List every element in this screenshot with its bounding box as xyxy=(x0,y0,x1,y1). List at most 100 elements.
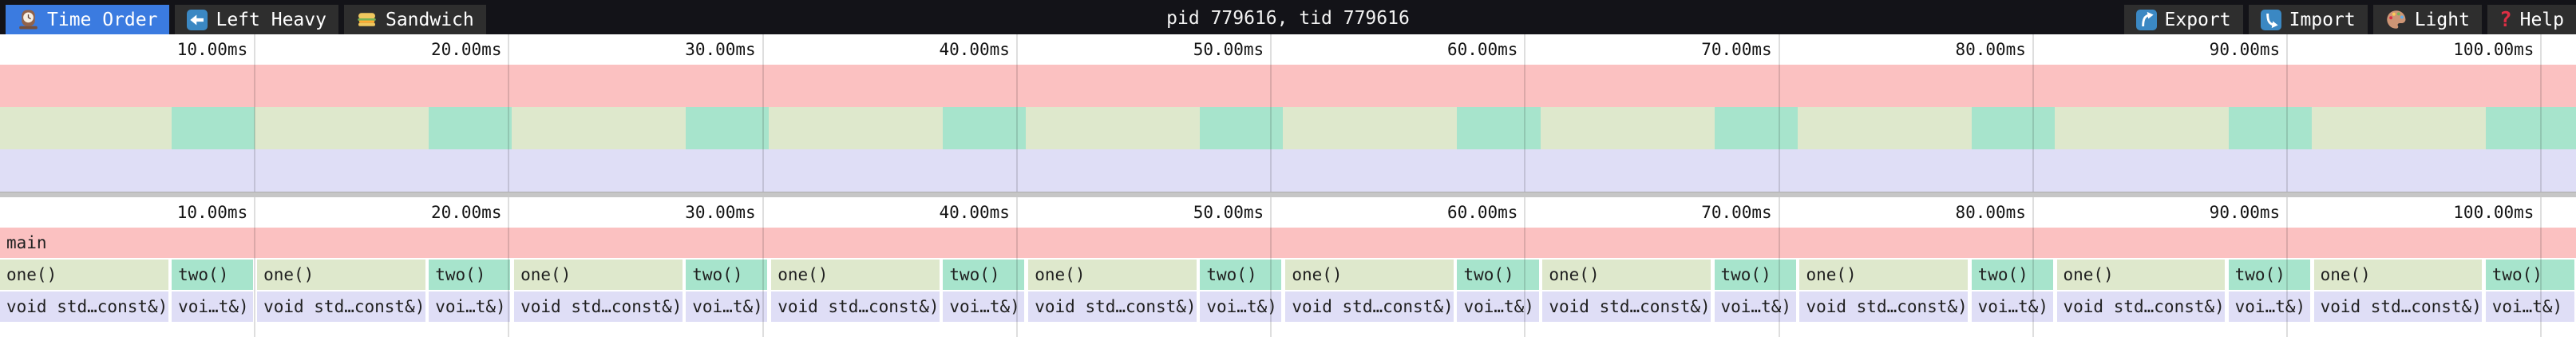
time-tick-label: 90.00ms xyxy=(2209,40,2281,59)
frame-block[interactable]: voi…t&) xyxy=(1200,291,1282,322)
frame-block[interactable]: two() xyxy=(943,260,1025,290)
frame-block[interactable]: two() xyxy=(2485,260,2574,290)
gridline xyxy=(762,34,764,192)
help-button[interactable]: ? Help xyxy=(2487,5,2576,34)
frame-block[interactable]: one() xyxy=(2313,260,2483,290)
frame-block[interactable]: voi…t&) xyxy=(943,291,1025,322)
export-icon xyxy=(2135,9,2157,30)
frame-block[interactable]: void std…const&) xyxy=(1028,291,1197,322)
action-label: Export xyxy=(2164,9,2231,30)
time-tick-label: 100.00ms xyxy=(2453,203,2534,222)
sandwich-icon xyxy=(356,9,378,30)
frame-block[interactable]: voi…t&) xyxy=(172,291,254,322)
gridline xyxy=(2286,197,2289,337)
time-tick-label: 40.00ms xyxy=(939,203,1010,222)
action-label: Import xyxy=(2289,9,2356,30)
gridline xyxy=(254,197,256,337)
minimap-frame-two xyxy=(1971,107,2055,149)
time-tick-label: 100.00ms xyxy=(2453,40,2534,59)
time-tick-label: 10.00ms xyxy=(176,40,248,59)
minimap-frame-two xyxy=(172,107,255,149)
frame-block[interactable]: void std…const&) xyxy=(1285,291,1454,322)
frame-block[interactable]: void std…const&) xyxy=(0,291,168,322)
frame-block[interactable]: two() xyxy=(172,260,254,290)
frame-block[interactable]: voi…t&) xyxy=(1714,291,1796,322)
frame-block[interactable]: voi…t&) xyxy=(686,291,768,322)
tab-left-heavy[interactable]: Left Heavy xyxy=(175,5,338,34)
frame-block[interactable]: one() xyxy=(257,260,425,290)
time-tick-label: 30.00ms xyxy=(685,203,756,222)
theme-toggle-button[interactable]: Light xyxy=(2372,5,2482,34)
time-tick-label: 60.00ms xyxy=(1446,40,1518,59)
import-icon xyxy=(2260,9,2281,30)
gridline xyxy=(2032,197,2034,337)
frame-block[interactable]: two() xyxy=(2228,260,2310,290)
tab-label: Sandwich xyxy=(385,9,474,30)
time-axis xyxy=(0,197,2576,228)
gridline xyxy=(1524,197,1526,337)
time-tick-label: 50.00ms xyxy=(1193,40,1264,59)
frame-block[interactable]: void std…const&) xyxy=(771,291,940,322)
tab-time-order[interactable]: Time Order xyxy=(6,5,170,34)
gridline xyxy=(1524,34,1526,192)
tab-label: Time Order xyxy=(47,9,158,30)
minimap[interactable]: 10.00ms 20.00ms 30.00ms 40.00ms 50.00ms 60.00… xyxy=(0,34,2576,192)
action-label: Help xyxy=(2519,9,2564,30)
frame-block[interactable]: voi…t&) xyxy=(429,291,511,322)
help-icon: ? xyxy=(2499,7,2512,32)
time-tick-label: 90.00ms xyxy=(2209,203,2281,222)
frame-block[interactable]: one() xyxy=(771,260,940,290)
export-button[interactable]: Export xyxy=(2123,5,2243,34)
time-tick-label: 80.00ms xyxy=(1955,203,2026,222)
frame-block[interactable]: one() xyxy=(1028,260,1197,290)
time-axis xyxy=(0,34,2576,65)
minimap-resize-divider[interactable] xyxy=(0,192,2576,197)
gridline xyxy=(1778,34,1780,192)
left-arrow-icon xyxy=(187,9,208,30)
frame-block[interactable]: void std…const&) xyxy=(257,291,425,322)
frame-block[interactable]: two() xyxy=(1457,260,1539,290)
time-tick-label: 70.00ms xyxy=(1701,203,1772,222)
time-tick-label: 30.00ms xyxy=(685,40,756,59)
tab-label: Left Heavy xyxy=(216,9,326,30)
frame-block[interactable]: void std…const&) xyxy=(2313,291,2483,322)
action-label: Light xyxy=(2414,9,2470,30)
gridline xyxy=(254,34,256,192)
import-button[interactable]: Import xyxy=(2248,5,2368,34)
flamechart[interactable]: 10.00ms 20.00ms 30.00ms 40.00ms 50.00ms 60.00… xyxy=(0,197,2576,337)
gridline xyxy=(508,34,510,192)
gridline xyxy=(1270,34,1272,192)
frame-block[interactable]: two() xyxy=(429,260,511,290)
frame-block[interactable]: main xyxy=(0,228,2576,258)
frame-block[interactable]: two() xyxy=(1714,260,1796,290)
gridline xyxy=(2540,34,2542,192)
frame-block[interactable]: void std…const&) xyxy=(1542,291,1711,322)
frame-block[interactable]: void std…const&) xyxy=(514,291,683,322)
time-tick-label: 40.00ms xyxy=(939,40,1010,59)
frame-block[interactable]: one() xyxy=(2056,260,2226,290)
frame-block[interactable]: two() xyxy=(1200,260,1282,290)
frame-block[interactable]: one() xyxy=(1542,260,1711,290)
frame-block[interactable]: voi…t&) xyxy=(2228,291,2310,322)
time-tick-label: 20.00ms xyxy=(430,40,502,59)
frame-block[interactable]: void std…const&) xyxy=(2056,291,2226,322)
gridline xyxy=(1015,197,1018,337)
frame-block[interactable]: one() xyxy=(1285,260,1454,290)
tab-sandwich[interactable]: Sandwich xyxy=(343,5,486,34)
frame-block[interactable]: voi…t&) xyxy=(1971,291,2053,322)
minimap-frame-two xyxy=(1200,107,1284,149)
frame-block[interactable]: one() xyxy=(514,260,683,290)
frame-block[interactable]: two() xyxy=(686,260,768,290)
frame-block[interactable]: void std…const&) xyxy=(1799,291,1969,322)
frame-block[interactable]: two() xyxy=(1971,260,2053,290)
gridline xyxy=(2032,34,2034,192)
frame-block[interactable]: voi…t&) xyxy=(1457,291,1539,322)
frame-block[interactable]: voi…t&) xyxy=(2485,291,2574,322)
frame-block[interactable]: one() xyxy=(1799,260,1969,290)
gridline xyxy=(508,197,510,337)
frame-block[interactable]: one() xyxy=(0,260,168,290)
minimap-frame-main xyxy=(0,65,2576,107)
time-tick-label: 20.00ms xyxy=(430,203,502,222)
time-tick-label: 60.00ms xyxy=(1446,203,1518,222)
